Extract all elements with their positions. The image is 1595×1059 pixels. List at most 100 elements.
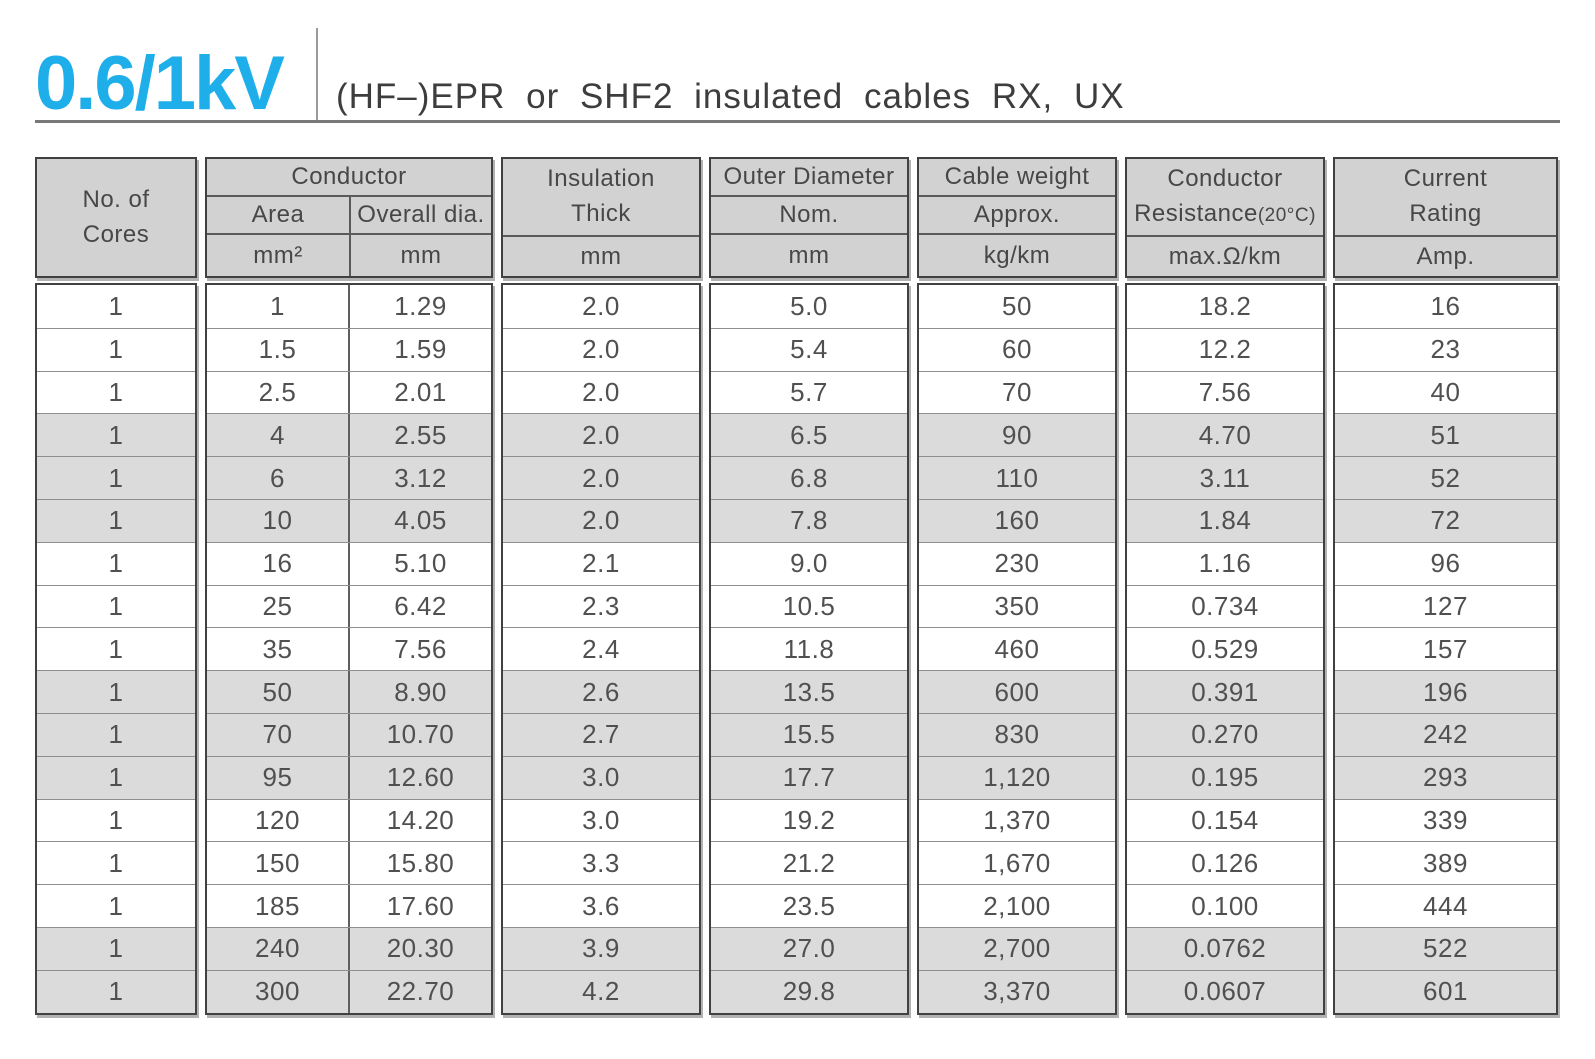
table-row: 35 7.56: [207, 627, 491, 671]
column-conductor: Conductor Area Overall dia. mm² mm 1 1.29…: [205, 157, 493, 1015]
table-row: 0.154: [1127, 798, 1323, 842]
cell-area: 4: [270, 419, 285, 450]
table-row: 3.11: [1127, 456, 1323, 499]
cell-cores: 1: [108, 933, 124, 964]
table-row: 1: [37, 969, 195, 1013]
header-sublabel-outer-diameter: Nom.: [711, 197, 907, 235]
table-row: 110: [919, 456, 1115, 499]
column-data-cable-weight: 50 60 70 90 110 160 230 350 460 600 830 1,120 1,370 1…: [917, 283, 1117, 1015]
table-row: 3.0: [503, 755, 699, 799]
unit-outer-diameter: mm: [788, 241, 830, 269]
cell-weight: 350: [994, 590, 1040, 621]
cell-dia: 17.60: [348, 885, 491, 927]
column-outer-diameter: Outer Diameter Nom. mm 5.0 5.4 5.7 6.5 6.8 7.…: [709, 157, 909, 1015]
table-row: 19.2: [711, 798, 907, 842]
cell-area: 25: [262, 590, 293, 621]
column-data-cores: 1 1 1 1 1 1 1 1 1 1 1 1 1 1 1 1 1: [35, 283, 197, 1015]
header-label-conductor: Conductor: [207, 159, 491, 197]
column-insulation: Insulation Thick mm 2.0 2.0 2.0 2.0 2.0 2.0 2.…: [501, 157, 701, 1015]
header-label-outer-diameter: Outer Diameter: [711, 159, 907, 197]
table-row: 95 12.60: [207, 755, 491, 799]
cell-amp: 72: [1430, 505, 1461, 536]
table-row: 29.8: [711, 969, 907, 1013]
column-current-rating: Current Rating Amp. 16 23 40 51 52 72 96 127 157…: [1333, 157, 1558, 1015]
spec-table: No. of Cores 1 1 1 1 1 1 1 1 1 1 1 1 1 1 1 1 1 Conductor…: [35, 157, 1560, 1015]
cell-weight: 160: [994, 505, 1040, 536]
cell-ins: 3.6: [582, 890, 620, 921]
cell-weight: 460: [994, 633, 1040, 664]
table-row: 242: [1335, 712, 1556, 756]
cell-outer: 19.2: [782, 804, 836, 835]
cell-weight: 1,370: [983, 804, 1051, 835]
cell-outer: 5.0: [790, 290, 828, 321]
table-row: 0.0607: [1127, 969, 1323, 1013]
cell-amp: 444: [1423, 890, 1468, 921]
cell-amp: 52: [1430, 462, 1461, 493]
unit-resistance: max.Ω/km: [1168, 242, 1282, 270]
cell-cores: 1: [108, 462, 124, 493]
cell-outer: 9.0: [790, 548, 828, 579]
cell-res: 0.0607: [1183, 976, 1267, 1007]
cell-outer: 6.5: [790, 419, 828, 450]
column-header-conductor: Conductor Area Overall dia. mm² mm: [205, 157, 493, 278]
cell-res: 0.126: [1191, 847, 1259, 878]
table-row: 1: [37, 884, 195, 927]
cell-dia: 10.70: [348, 713, 491, 756]
table-row: 7.56: [1127, 370, 1323, 414]
cell-amp: 389: [1423, 847, 1468, 878]
table-row: 1: [37, 370, 195, 414]
table-row: 389: [1335, 841, 1556, 884]
column-resistance: Conductor Resistance(20°C) max.Ω/km 18.2…: [1125, 157, 1325, 1015]
table-row: 4.2: [503, 969, 699, 1013]
header-label-area: Area: [251, 201, 305, 228]
table-row: 4.70: [1127, 413, 1323, 457]
table-row: 460: [919, 627, 1115, 670]
resistance-word: Resistance: [1134, 200, 1258, 227]
cell-amp: 242: [1423, 719, 1468, 750]
table-row: 2.1: [503, 541, 699, 585]
table-row: 2.0: [503, 498, 699, 542]
table-row: 16: [1335, 285, 1556, 328]
cell-weight: 230: [994, 548, 1040, 579]
cell-cores: 1: [108, 290, 124, 321]
table-row: 12.2: [1127, 327, 1323, 371]
cell-res: 12.2: [1198, 334, 1252, 365]
table-row: 196: [1335, 670, 1556, 713]
table-row: 2.4: [503, 627, 699, 670]
cell-ins: 2.0: [582, 334, 620, 365]
table-row: 522: [1335, 926, 1556, 970]
cell-cores: 1: [108, 676, 124, 707]
column-cores: No. of Cores 1 1 1 1 1 1 1 1 1 1 1 1 1 1 1 1 1: [35, 157, 197, 1015]
cell-area: 10: [262, 505, 293, 536]
table-row: 21.2: [711, 841, 907, 884]
cell-res: 1.16: [1198, 548, 1252, 579]
cell-area: 300: [255, 976, 300, 1007]
header-rule: [35, 120, 1560, 123]
cell-cores: 1: [108, 890, 124, 921]
table-row: 4 2.55: [207, 413, 491, 457]
table-row: 16 5.10: [207, 541, 491, 585]
table-row: 2.7: [503, 712, 699, 756]
header-sublabel-cable-weight: Approx.: [919, 197, 1115, 235]
table-row: 1.5 1.59: [207, 327, 491, 371]
table-row: 25 6.42: [207, 584, 491, 628]
unit-cable-weight: kg/km: [983, 241, 1051, 269]
cell-dia: 2.55: [348, 414, 491, 457]
cell-weight: 600: [994, 676, 1040, 707]
table-row: 230: [919, 541, 1115, 585]
cell-amp: 40: [1430, 376, 1461, 407]
cell-amp: 601: [1423, 976, 1468, 1007]
header-units-conductor: mm² mm: [207, 235, 491, 276]
header-sublabels-conductor: Area Overall dia.: [207, 197, 491, 235]
table-row: 0.391: [1127, 670, 1323, 713]
cell-area: 6: [270, 462, 285, 493]
cell-amp: 157: [1423, 633, 1468, 664]
cell-cores: 1: [108, 505, 124, 536]
cell-area: 185: [255, 890, 300, 921]
table-row: 50: [919, 285, 1115, 328]
cell-weight: 70: [1002, 376, 1032, 407]
table-row: 0.734: [1127, 584, 1323, 628]
table-row: 96: [1335, 541, 1556, 585]
table-row: 444: [1335, 884, 1556, 927]
table-row: 1 1.29: [207, 285, 491, 328]
